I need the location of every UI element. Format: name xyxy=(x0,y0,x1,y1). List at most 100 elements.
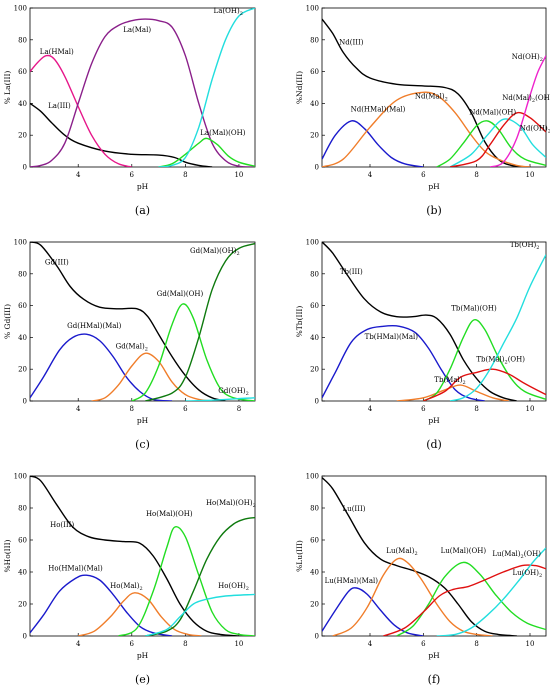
x-tick-label: 10 xyxy=(526,405,535,413)
y-tick-label: 100 xyxy=(306,473,319,481)
panel-caption: (d) xyxy=(426,438,442,451)
species-label: Lu(Mal)2 xyxy=(386,547,417,557)
series-line-lu-iii xyxy=(322,477,517,636)
y-tick-label: 100 xyxy=(14,5,27,13)
species-label: Gd(OH)2 xyxy=(218,387,249,397)
species-label: La(Mal) xyxy=(123,26,151,34)
series-line-tb-hmal-mal xyxy=(322,324,485,401)
y-tick-label: 100 xyxy=(306,5,319,13)
y-tick-label: 60 xyxy=(18,68,27,76)
series-line-la-mal xyxy=(30,18,255,167)
series-line-lu-mal-oh xyxy=(396,561,546,636)
species-label: Lu(Mal)(OH) xyxy=(441,547,487,555)
series-line-lu-hmal-mal xyxy=(322,587,424,636)
series-line-nd-mal-2 xyxy=(322,91,531,167)
y-tick-label: 40 xyxy=(310,334,319,342)
x-axis-label: pH xyxy=(137,651,149,660)
y-axis-label: %Tb(III) xyxy=(295,306,304,338)
species-label: Ho(Mal)(OH)2 xyxy=(206,499,256,509)
plot-frame xyxy=(29,241,256,402)
species-label: Gd(Mal)(OH)2 xyxy=(190,247,240,257)
species-label: Nd(Mal)(OH) xyxy=(469,109,516,117)
plot-frame xyxy=(321,475,547,637)
x-tick-label: 4 xyxy=(368,405,373,413)
species-label: Nd(Mal)2(OH) xyxy=(502,94,550,104)
y-tick-label: 0 xyxy=(315,633,319,641)
y-tick-label: 0 xyxy=(315,164,319,172)
y-tick-label: 80 xyxy=(18,270,27,278)
series-line-lu-mal-2-oh xyxy=(383,564,546,636)
series-line-la-oh-2 xyxy=(158,8,255,167)
y-tick-label: 40 xyxy=(18,100,27,108)
species-label: La(Mal)(OH) xyxy=(200,129,245,137)
x-tick-label: 8 xyxy=(130,405,134,413)
species-label: Nd(OH)2 xyxy=(512,53,543,63)
y-tick-label: 80 xyxy=(310,270,319,278)
y-tick-label: 20 xyxy=(18,366,27,374)
x-tick-label: 6 xyxy=(130,171,135,179)
chart-panel-d: 0 20 40 60 80 100 4 6 8 10 pH %Tb(III) (d) Tb(III) Tb(… xyxy=(295,239,547,451)
series-line-ho-hmal-mal xyxy=(30,574,173,636)
species-label: Ho(Mal)(OH) xyxy=(146,510,193,518)
plot-frame xyxy=(29,7,256,168)
series-line-la-hmal xyxy=(30,54,132,167)
x-tick-label: 10 xyxy=(234,640,243,648)
chart-panel-a: 0 20 40 60 80 100 4 6 8 10 pH % La(III) (a) La(HMal) L… xyxy=(3,5,256,217)
y-tick-label: 0 xyxy=(23,164,27,172)
x-tick-label: 6 xyxy=(130,640,135,648)
species-label: Ho(HMal)(Mal) xyxy=(48,564,103,572)
species-label: Gd(Mal)(OH) xyxy=(157,290,204,298)
y-tick-label: 100 xyxy=(14,473,27,481)
series-line-ho-mal-2 xyxy=(78,592,202,636)
x-tick-label: 8 xyxy=(474,171,478,179)
series-line-tb-mal-2 xyxy=(396,384,509,401)
series-line-ho-mal-oh xyxy=(118,526,255,636)
x-tick-label: 8 xyxy=(474,405,478,413)
x-tick-label: 4 xyxy=(76,171,81,179)
y-tick-label: 60 xyxy=(18,302,27,310)
series-line-tb-oh-2 xyxy=(449,254,546,401)
x-axis-label: pH xyxy=(428,651,440,660)
x-tick-label: 8 xyxy=(183,171,187,179)
series-line-gd-mal-2 xyxy=(91,352,213,401)
x-tick-label: 8 xyxy=(237,405,241,413)
y-tick-label: 40 xyxy=(310,569,319,577)
x-tick-label: 8 xyxy=(183,640,187,648)
x-axis-label: pH xyxy=(428,416,440,425)
species-label: Lu(OH)2 xyxy=(513,569,543,579)
species-label: La(OH)2 xyxy=(214,7,243,17)
y-tick-label: 20 xyxy=(18,601,27,609)
y-axis-label: %Nd(III) xyxy=(295,71,304,104)
x-tick-label: 4 xyxy=(76,405,81,413)
panel-caption: (e) xyxy=(135,673,150,686)
x-axis-label: pH xyxy=(137,416,149,425)
y-tick-label: 0 xyxy=(23,633,27,641)
y-tick-label: 80 xyxy=(310,505,319,513)
x-tick-label: 6 xyxy=(183,405,188,413)
series-line-lu-oh-2 xyxy=(436,547,546,636)
species-label: La(HMal) xyxy=(40,48,74,56)
x-tick-label: 4 xyxy=(76,640,81,648)
x-tick-label: 10 xyxy=(526,640,535,648)
species-label: Tb(III) xyxy=(340,268,363,276)
y-axis-label: %Lu(III) xyxy=(295,540,304,572)
y-tick-label: 60 xyxy=(310,537,319,545)
species-label: La(III) xyxy=(48,102,71,110)
species-label: Ho(OH)2 xyxy=(218,582,249,592)
species-label: Tb(Mal)2(OH) xyxy=(476,355,525,365)
y-tick-label: 20 xyxy=(310,366,319,374)
panel-caption: (c) xyxy=(135,438,150,451)
panel-caption: (b) xyxy=(426,204,442,217)
series-line-ho-oh-2 xyxy=(144,593,255,636)
series-line-gd-iii xyxy=(30,242,226,401)
plot-frame xyxy=(29,475,256,637)
y-tick-label: 0 xyxy=(315,398,319,406)
x-tick-label: 6 xyxy=(421,171,426,179)
species-label: Tb(OH)2 xyxy=(510,241,540,251)
species-label: Lu(III) xyxy=(343,505,366,513)
y-tick-label: 40 xyxy=(310,100,319,108)
plot-frame xyxy=(321,241,547,402)
y-axis-label: % La(III) xyxy=(3,71,12,105)
